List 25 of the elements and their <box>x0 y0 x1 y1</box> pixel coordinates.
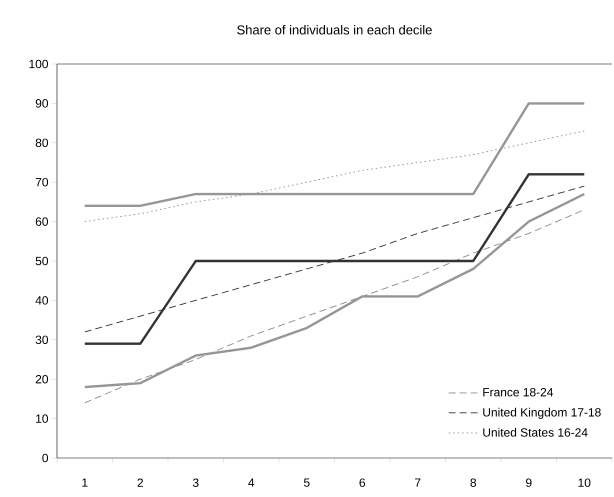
x-tick-label: 7 <box>415 478 420 487</box>
y-tick-label: 100 <box>29 60 48 68</box>
legend-label: United States 16-24 <box>483 428 588 437</box>
y-tick-label: 40 <box>35 296 48 305</box>
y-tick-label: 50 <box>36 256 48 266</box>
x-tick-label: 6 <box>360 478 366 487</box>
x-tick-label: 3 <box>192 478 199 487</box>
x-tick-label: 5 <box>304 478 310 487</box>
legend-label: France 18-24 <box>483 388 554 396</box>
x-tick-label: 10 <box>578 478 590 487</box>
y-tick-label: 90 <box>36 99 48 108</box>
y-tick-label: 60 <box>36 217 48 226</box>
legend-label: United Kingdom 17-18 <box>483 408 601 419</box>
y-tick-label: 0 <box>42 454 48 462</box>
y-tick-label: 20 <box>36 374 48 384</box>
x-tick-label: 8 <box>470 478 476 487</box>
x-tick-label: 1 <box>82 478 88 487</box>
x-tick-label: 2 <box>138 478 143 487</box>
chart-title: Share of individuals in each decile <box>237 24 432 34</box>
y-tick-label: 10 <box>36 414 48 423</box>
y-tick-label: 70 <box>36 178 48 186</box>
y-tick-label: 30 <box>36 336 48 344</box>
y-tick-label: 80 <box>36 138 48 148</box>
x-tick-label: 9 <box>526 478 532 487</box>
x-tick-label: 4 <box>248 478 254 487</box>
